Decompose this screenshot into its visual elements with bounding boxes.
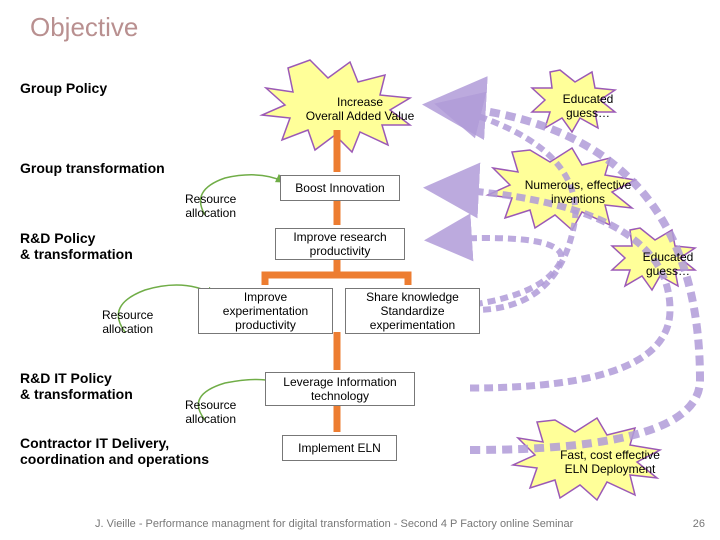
burst-numerous-text: Numerous, effective inventions bbox=[508, 178, 648, 206]
label-group-transformation: Group transformation bbox=[20, 160, 165, 176]
label-rd-it-policy: R&D IT Policy & transformation bbox=[20, 370, 133, 402]
page-title: Objective bbox=[30, 12, 138, 43]
resource-label-1: Resource allocation bbox=[185, 192, 236, 221]
burst-increase-text: Increase Overall Added Value bbox=[290, 95, 430, 123]
resource-label-3: Resource allocation bbox=[185, 398, 236, 427]
burst-fast-text: Fast, cost effective ELN Deployment bbox=[535, 448, 685, 476]
box-implement: Implement ELN bbox=[282, 435, 397, 461]
box-improve-exp: Improve experimentation productivity bbox=[198, 288, 333, 334]
burst-educated1-text: Educated guess… bbox=[548, 92, 628, 120]
box-share: Share knowledge Standardize experimentat… bbox=[345, 288, 480, 334]
box-leverage: Leverage Information technology bbox=[265, 372, 415, 406]
footer-text: J. Vieille - Performance managment for d… bbox=[95, 518, 573, 530]
label-contractor: Contractor IT Delivery, coordination and… bbox=[20, 435, 209, 467]
label-rd-policy: R&D Policy & transformation bbox=[20, 230, 133, 262]
box-boost: Boost Innovation bbox=[280, 175, 400, 201]
box-improve-research: Improve research productivity bbox=[275, 228, 405, 260]
footer-page: 26 bbox=[693, 518, 705, 530]
resource-label-2: Resource allocation bbox=[102, 308, 153, 337]
burst-educated2-text: Educated guess… bbox=[628, 250, 708, 278]
label-group-policy: Group Policy bbox=[20, 80, 107, 96]
